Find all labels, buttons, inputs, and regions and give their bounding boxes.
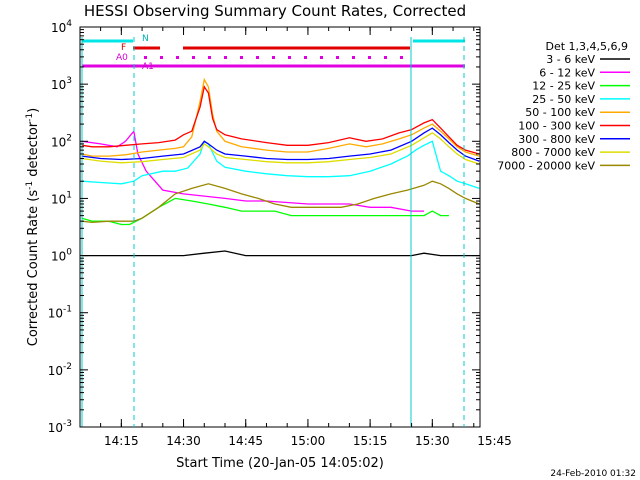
- flag-dot-a1: [272, 56, 275, 59]
- flag-dot-a1: [240, 56, 243, 59]
- flag-label-a1: A1: [142, 62, 154, 72]
- x-axis-label: Start Time (20-Jan-05 14:05:02): [176, 456, 384, 471]
- flag-dot-a1: [320, 56, 323, 59]
- legend-label: 7000 - 20000 keV: [497, 159, 595, 172]
- flag-dot-a1: [176, 56, 179, 59]
- flag-dot-a1: [384, 56, 387, 59]
- legend-label: 25 - 50 keV: [532, 93, 595, 106]
- flag-label-a0: A0: [116, 53, 128, 63]
- y-tick-label: 10-1: [48, 305, 72, 321]
- x-tick-label: 15:30: [415, 434, 450, 448]
- y-axis-ticks: 10-3 10-2 10-1 100 101 102 103 104: [48, 19, 480, 435]
- flag-dot-a1: [192, 56, 195, 59]
- flag-dot-a1: [160, 56, 163, 59]
- legend-label: 3 - 6 keV: [546, 53, 595, 66]
- y-axis-label: Corrected Count Rate (s-1 detector-1): [25, 108, 41, 346]
- flag-label-f: F: [121, 43, 126, 53]
- series-line-1: [81, 250, 480, 257]
- y-tick-label: 10-3: [48, 419, 72, 435]
- series-lines: [81, 77, 480, 257]
- y-tick-label: 100: [51, 248, 72, 264]
- flag-dot-a1: [368, 56, 371, 59]
- x-tick-label: 14:45: [228, 434, 263, 448]
- flag-dot-a1: [208, 56, 211, 59]
- flag-bars: N FA0 A1: [82, 34, 465, 72]
- flag-dot-a1: [288, 56, 291, 59]
- series-line-5: [81, 77, 480, 157]
- series-line-6: [81, 85, 480, 155]
- footer-date: 24-Feb-2010 01:32: [550, 469, 636, 479]
- y-tick-label: 10-2: [48, 362, 72, 378]
- plot-area: N FA0 A1 14:15 14:30 14:45 15:00 15:15 15:30 15:…: [48, 19, 512, 448]
- flag-dot-a1: [352, 56, 355, 59]
- legend-header: Det 1,3,4,5,6,9: [545, 40, 628, 53]
- attenuator-lines: [81, 37, 465, 427]
- x-tick-label: 15:00: [291, 434, 326, 448]
- flag-dot-a1: [224, 56, 227, 59]
- y-tick-label: 103: [51, 76, 72, 92]
- series-line-3: [81, 197, 449, 226]
- legend-label: 100 - 300 keV: [518, 120, 595, 133]
- series-line-4: [81, 140, 480, 190]
- legend-label: 800 - 7000 keV: [511, 146, 595, 159]
- flag-dot-a1: [336, 56, 339, 59]
- y-tick-label: 104: [51, 19, 72, 35]
- legend-label: 300 - 800 keV: [518, 133, 595, 146]
- x-axis-ticks: 14:15 14:30 14:45 15:00 15:15 15:30 15:45: [100, 27, 512, 448]
- flag-dot-a1: [256, 56, 259, 59]
- y-tick-label: 102: [51, 133, 72, 149]
- flag-dot-a1: [304, 56, 307, 59]
- x-tick-label: 14:30: [166, 434, 201, 448]
- legend-label: 6 - 12 keV: [539, 66, 595, 79]
- legend-label: 12 - 25 keV: [532, 80, 595, 93]
- legend-label: 50 - 100 keV: [525, 106, 595, 119]
- x-tick-label: 14:15: [104, 434, 139, 448]
- series-line-9: [81, 180, 480, 224]
- plot-frame: [79, 26, 481, 428]
- series-line-2: [81, 129, 424, 212]
- series-line-7: [81, 127, 480, 162]
- flag-dot-a1: [400, 56, 403, 59]
- chart-title: HESSI Observing Summary Count Rates, Cor…: [84, 2, 466, 20]
- x-tick-label: 15:45: [477, 434, 512, 448]
- flag-label-n: N: [142, 34, 149, 44]
- series-line-8: [81, 132, 480, 165]
- y-tick-label: 101: [51, 190, 72, 206]
- x-tick-label: 15:15: [353, 434, 388, 448]
- flag-dot-a1: [144, 56, 147, 59]
